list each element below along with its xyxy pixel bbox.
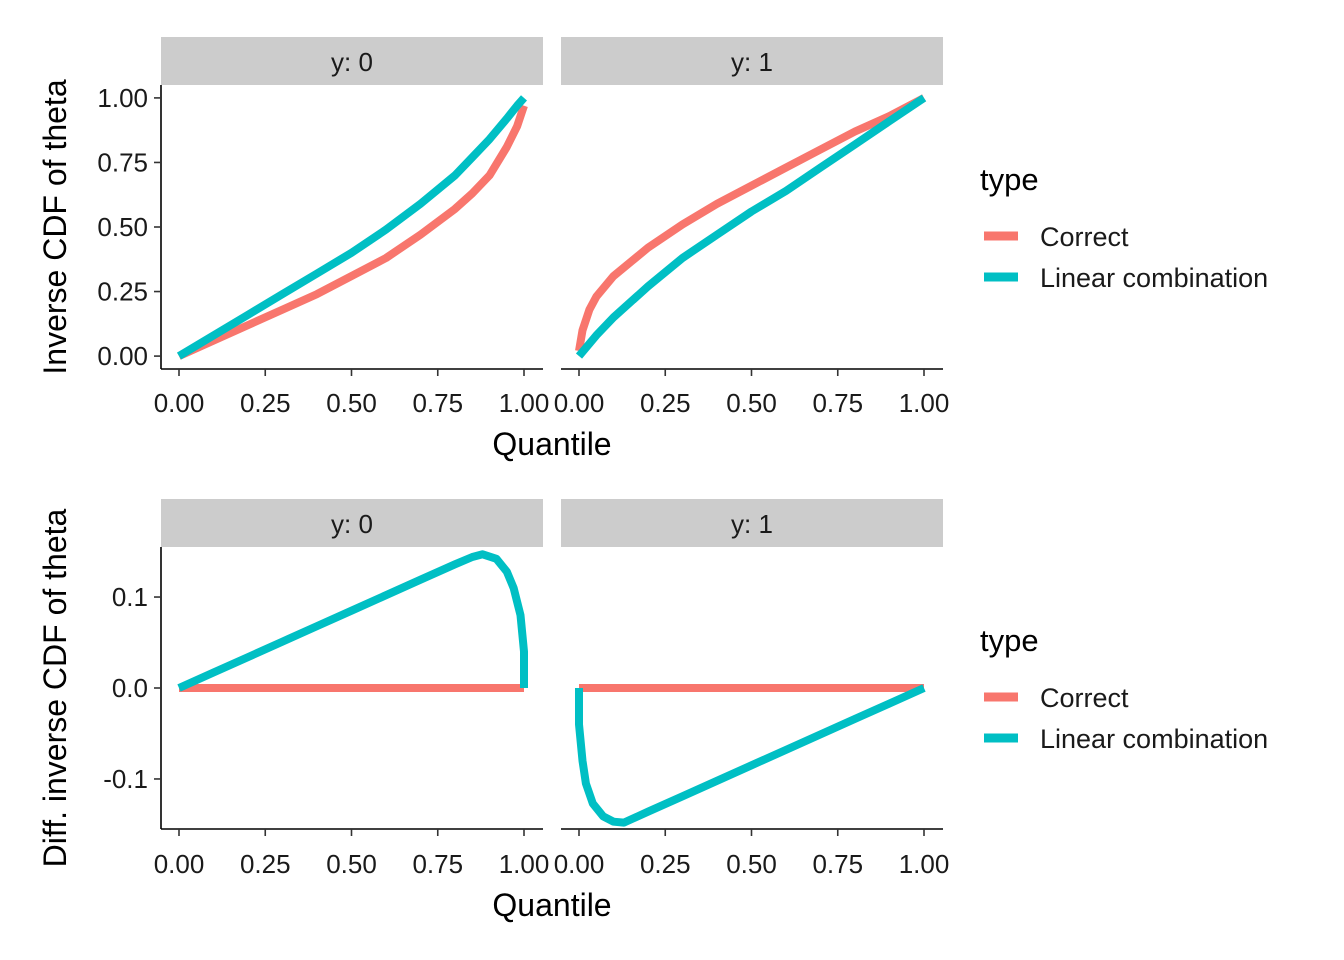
y-axis-title: Diff. inverse CDF of theta: [37, 508, 73, 867]
x-axis-title: Quantile: [492, 887, 611, 923]
y-tick-label: 0.00: [97, 341, 148, 371]
facet-strip: [161, 499, 543, 547]
x-tick-label: 0.75: [412, 388, 463, 418]
series-line-linear-combination: [177, 550, 528, 692]
facet-strip-label: y: 1: [731, 47, 773, 77]
x-tick-label: 0.50: [326, 849, 377, 879]
series-line-linear-combination: [575, 94, 927, 359]
facet-strip-label: y: 0: [331, 509, 373, 539]
x-tick-label: 0.75: [812, 849, 863, 879]
legend-label: Linear combination: [1040, 724, 1268, 754]
series-line-linear-combination: [575, 684, 926, 827]
facet-strip: [161, 37, 543, 85]
y-tick-label: -0.1: [103, 764, 148, 794]
legend-label: Linear combination: [1040, 263, 1268, 293]
x-tick-label: 0.00: [154, 849, 205, 879]
legend-title: type: [980, 162, 1039, 197]
x-tick-label: 0.00: [554, 849, 605, 879]
y-tick-label: 0.25: [97, 277, 148, 307]
x-tick-label: 1.00: [899, 388, 950, 418]
x-tick-label: 1.00: [899, 849, 950, 879]
legend-label: Correct: [1040, 222, 1129, 252]
legend-label: Correct: [1040, 683, 1129, 713]
facet-strip: [561, 37, 943, 85]
series-line-correct: [575, 94, 926, 352]
x-tick-label: 0.50: [326, 388, 377, 418]
x-tick-label: 0.50: [726, 388, 777, 418]
x-tick-label: 0.75: [812, 388, 863, 418]
x-axis-title: Quantile: [492, 426, 611, 462]
y-axis-title: Inverse CDF of theta: [37, 79, 73, 374]
x-tick-label: 1.00: [499, 849, 550, 879]
facet-strip-label: y: 1: [731, 509, 773, 539]
y-tick-label: 0.50: [97, 212, 148, 242]
y-tick-label: 1.00: [97, 83, 148, 113]
legend-title: type: [980, 623, 1039, 658]
x-tick-label: 0.00: [154, 388, 205, 418]
series-line-correct: [177, 104, 528, 360]
y-tick-label: 0.75: [97, 147, 148, 177]
facet-strip-label: y: 0: [331, 47, 373, 77]
x-tick-label: 0.50: [726, 849, 777, 879]
y-tick-label: 0.0: [112, 673, 148, 703]
x-tick-label: 0.25: [240, 849, 291, 879]
x-tick-label: 1.00: [499, 388, 550, 418]
x-tick-label: 0.25: [240, 388, 291, 418]
x-tick-label: 0.25: [640, 849, 691, 879]
facet-strip: [561, 499, 943, 547]
x-tick-label: 0.00: [554, 388, 605, 418]
x-tick-label: 0.25: [640, 388, 691, 418]
y-tick-label: 0.1: [112, 582, 148, 612]
series-line-linear-combination: [176, 95, 527, 360]
x-tick-label: 0.75: [412, 849, 463, 879]
